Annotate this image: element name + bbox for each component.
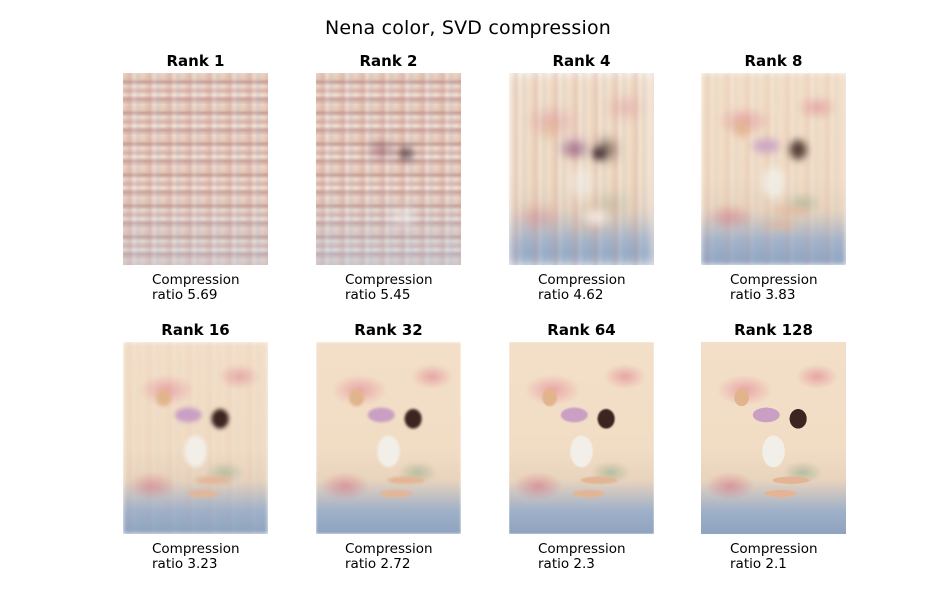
panel-title: Rank 16 xyxy=(161,321,230,339)
panel-title: Rank 128 xyxy=(734,321,813,339)
panel-title: Rank 64 xyxy=(547,321,616,339)
panel-title: Rank 2 xyxy=(359,52,418,70)
figure-title: Nena color, SVD compression xyxy=(324,17,612,39)
compressed-image xyxy=(123,73,268,265)
panel-title: Rank 1 xyxy=(166,52,225,70)
compressed-image xyxy=(701,73,846,265)
compression-caption: Compression ratio 4.62 xyxy=(538,272,626,303)
panel-title: Rank 4 xyxy=(552,52,611,70)
compression-caption: Compression ratio 3.83 xyxy=(730,272,818,303)
compression-caption: Compression ratio 2.1 xyxy=(730,541,818,572)
compressed-image xyxy=(316,73,461,265)
compressed-image xyxy=(316,342,461,534)
compression-caption: Compression ratio 2.72 xyxy=(345,541,433,572)
compressed-image xyxy=(509,342,654,534)
compressed-image xyxy=(509,73,654,265)
compressed-image xyxy=(123,342,268,534)
panel-title: Rank 32 xyxy=(354,321,423,339)
compression-caption: Compression ratio 2.3 xyxy=(538,541,626,572)
compression-caption: Compression ratio 5.69 xyxy=(152,272,240,303)
compressed-image xyxy=(701,342,846,534)
compression-caption: Compression ratio 3.23 xyxy=(152,541,240,572)
compression-caption: Compression ratio 5.45 xyxy=(345,272,433,303)
panel-title: Rank 8 xyxy=(744,52,803,70)
